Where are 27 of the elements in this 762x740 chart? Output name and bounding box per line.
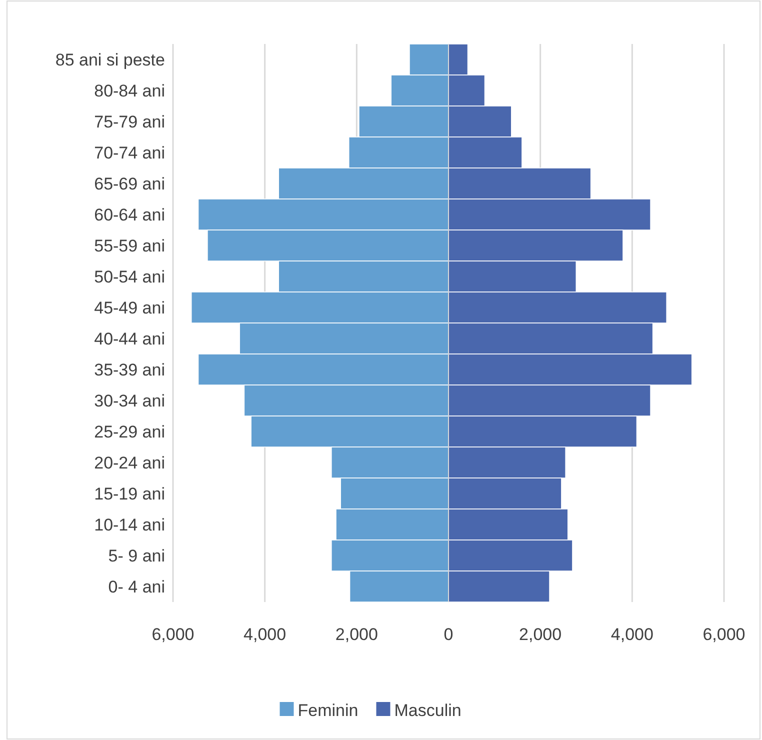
x-tick-label: 2,000 bbox=[335, 625, 378, 644]
y-tick-label: 75-79 ani bbox=[94, 112, 165, 132]
x-tick-label: 4,000 bbox=[244, 625, 286, 644]
y-tick-label: 0- 4 ani bbox=[108, 577, 165, 596]
x-tick-label: 0 bbox=[444, 625, 454, 644]
x-tick-label: 6,000 bbox=[702, 625, 746, 644]
y-tick-label: 85 ani si peste bbox=[55, 50, 165, 70]
legend-label: Masculin bbox=[394, 701, 462, 720]
y-tick-label: 20-24 ani bbox=[94, 453, 165, 472]
y-tick-label: 65-69 ani bbox=[94, 174, 165, 194]
legend-label: Feminin bbox=[298, 701, 358, 720]
y-tick-label: 35-39 ani bbox=[94, 360, 165, 380]
y-tick-label: 25-29 ani bbox=[94, 422, 165, 442]
x-tick-label: 6,000 bbox=[152, 625, 194, 644]
y-tick-label: 55-59 ani bbox=[94, 236, 165, 256]
y-tick-label: 15-19 ani bbox=[94, 484, 165, 504]
y-tick-label: 70-74 ani bbox=[94, 143, 165, 162]
y-tick-label: 10-14 ani bbox=[94, 515, 165, 534]
y-tick-label: 60-64 ani bbox=[94, 205, 165, 224]
y-tick-label: 30-34 ani bbox=[94, 391, 165, 410]
x-tick-label: 2,000 bbox=[519, 625, 562, 644]
y-tick-label: 5- 9 ani bbox=[108, 546, 165, 566]
x-tick-label: 4,000 bbox=[610, 625, 654, 644]
y-tick-label: 40-44 ani bbox=[94, 329, 165, 348]
y-tick-label: 50-54 ani bbox=[94, 267, 165, 286]
y-tick-label: 80-84 ani bbox=[94, 81, 165, 100]
y-tick-label: 45-49 ani bbox=[94, 298, 165, 318]
